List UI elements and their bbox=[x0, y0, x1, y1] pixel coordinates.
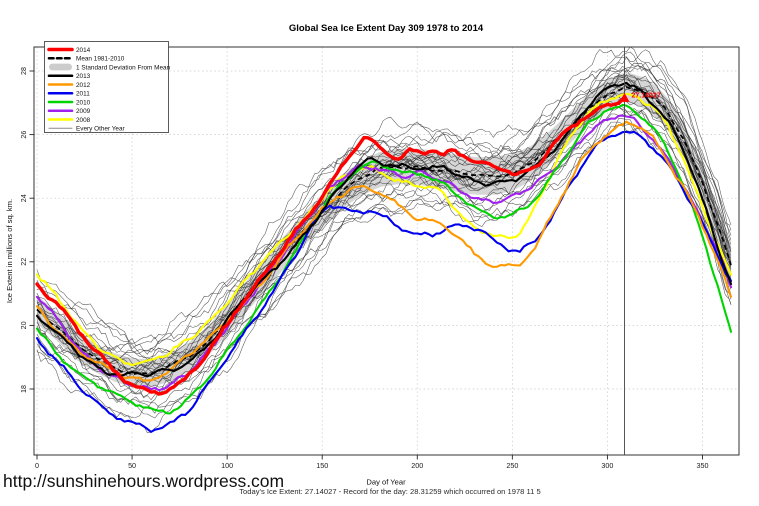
legend-label: 2008 bbox=[76, 117, 91, 124]
y-tick-label: 22 bbox=[19, 258, 28, 266]
today-value-label: 27.14027 bbox=[632, 92, 661, 99]
y-tick-label: 26 bbox=[19, 131, 28, 139]
other-year-line bbox=[36, 57, 732, 353]
y-tick-label: 24 bbox=[19, 194, 28, 202]
other-year-line bbox=[36, 88, 732, 389]
other-year-line bbox=[36, 49, 732, 350]
other-year-line bbox=[36, 77, 732, 370]
plot-frame bbox=[33, 46, 740, 456]
x-tick-label: 50 bbox=[128, 461, 136, 470]
footer-summary: Today's Ice Extent: 27.14027 - Record fo… bbox=[239, 487, 540, 496]
today-triangle-marker bbox=[619, 92, 630, 102]
x-axis-label: Day of Year bbox=[366, 478, 406, 487]
site-url: http://sunshinehours.wordpress.com bbox=[3, 471, 285, 491]
x-tick-label: 200 bbox=[411, 461, 423, 470]
y-tick-label: 18 bbox=[19, 385, 28, 393]
x-tick-label: 100 bbox=[221, 461, 233, 470]
other-year-line bbox=[36, 106, 732, 403]
other-year-line bbox=[36, 97, 732, 400]
gridlines bbox=[34, 47, 739, 455]
other-year-line bbox=[36, 74, 732, 372]
x-tick-label: 350 bbox=[696, 461, 708, 470]
legend-label: 2010 bbox=[76, 99, 91, 106]
legend-label: 2011 bbox=[76, 91, 90, 98]
legend-label: 2012 bbox=[76, 82, 91, 89]
x-tick-label: 300 bbox=[601, 461, 613, 470]
other-year-line bbox=[36, 62, 732, 356]
y-tick-label: 20 bbox=[19, 321, 28, 329]
y-tick-label: 28 bbox=[19, 67, 28, 75]
legend-label: 2009 bbox=[76, 108, 91, 115]
series-line-2011 bbox=[35, 130, 733, 433]
series-line-2014 bbox=[35, 96, 627, 396]
legend-label: 2013 bbox=[76, 73, 91, 80]
legend-label: Mean 1981-2010 bbox=[76, 56, 125, 63]
y-axis-label: Ice Extent in millions of sq. km. bbox=[5, 199, 14, 303]
legend-label: 2014 bbox=[76, 47, 91, 54]
highlighted-year-lines bbox=[35, 81, 733, 433]
other-year-line bbox=[36, 92, 732, 395]
legend-swatch-band bbox=[49, 63, 72, 71]
plot-border bbox=[33, 46, 740, 456]
axis-ticks: 0 50 100 150 200 250 300 350 18 20 22 24 26 28 bbox=[19, 67, 708, 470]
series-line-2009 bbox=[35, 114, 733, 392]
legend-label: Every Other Year bbox=[76, 126, 126, 133]
series-line-2012 bbox=[35, 120, 733, 382]
legend-box bbox=[44, 41, 169, 133]
today-marker: 27.14027 bbox=[619, 92, 661, 102]
other-year-line bbox=[36, 101, 732, 393]
other-year-line bbox=[36, 46, 732, 345]
x-tick-label: 250 bbox=[506, 461, 518, 470]
series-line-2013 bbox=[35, 81, 733, 378]
series-line-2008 bbox=[35, 92, 733, 367]
series-line-2010 bbox=[35, 103, 733, 415]
chart-title: Global Sea Ice Extent Day 309 1978 to 20… bbox=[289, 23, 484, 34]
x-tick-label: 0 bbox=[35, 461, 39, 470]
x-tick-label: 150 bbox=[316, 461, 328, 470]
legend-label: 1 Standard Deviation From Mean bbox=[76, 64, 171, 71]
